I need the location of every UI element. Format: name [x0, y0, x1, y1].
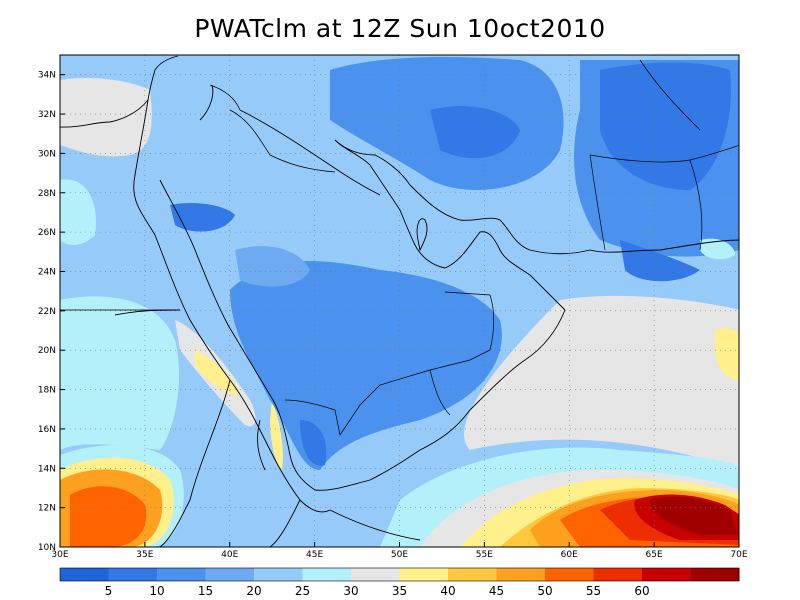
lon-tick-label: 50E	[391, 550, 408, 560]
colorbar	[59, 567, 740, 582]
colorbar-label: 50	[537, 584, 552, 598]
colorbar-label: 10	[149, 584, 164, 598]
lat-tick-label: 30N	[38, 149, 56, 159]
colorbar-swatch	[157, 568, 206, 581]
precipitable-water-field	[60, 55, 739, 547]
colorbar-label: 60	[634, 584, 649, 598]
colorbar-swatch	[593, 568, 643, 581]
lon-tick-label: 30E	[51, 550, 68, 560]
lat-tick-label: 32N	[38, 110, 56, 120]
lat-tick-labels: 10N 12N 14N 16N 18N 20N 22N 24N 26N 28N 30N 32N 34N	[38, 71, 65, 553]
lon-tick-label: 40E	[221, 550, 238, 560]
colorbar-swatch	[302, 568, 352, 581]
colorbar-swatch	[545, 568, 594, 581]
colorbar-label: 30	[343, 584, 358, 598]
colorbar-frame	[59, 567, 740, 582]
lat-tick-label: 20N	[38, 346, 56, 356]
colorbar-swatch	[496, 568, 546, 581]
lat-tick-label: 34N	[38, 71, 56, 81]
colorbar-labels: 5 10 15 20 25 30 35 40 45 50 55 60	[105, 584, 650, 598]
lat-tick-label: 12N	[38, 504, 56, 514]
lat-tick-label: 16N	[38, 425, 56, 435]
lat-tick-label: 14N	[38, 464, 56, 474]
colorbar-swatch	[399, 568, 449, 581]
colorbar-label: 15	[198, 584, 213, 598]
lon-tick-label: 60E	[561, 550, 578, 560]
lon-tick-labels: 30E 35E 40E 45E 50E 55E 60E 65E 70E	[51, 542, 748, 560]
colorbar-swatch	[108, 568, 158, 581]
lon-tick-label: 65E	[646, 550, 663, 560]
colorbar-label: 40	[440, 584, 455, 598]
lat-tick-label: 24N	[38, 267, 56, 277]
colorbar-swatch	[448, 568, 497, 581]
colorbar-label: 45	[489, 584, 504, 598]
lat-tick-label: 10N	[38, 543, 56, 553]
colorbar-swatch	[642, 568, 691, 581]
lat-tick-label: 18N	[38, 386, 56, 396]
lon-tick-label: 55E	[476, 550, 493, 560]
graticule	[60, 55, 739, 547]
colorbar-swatch	[254, 568, 303, 581]
lat-tick-label: 26N	[38, 228, 56, 238]
colorbar-swatch	[205, 568, 255, 581]
colorbar-label: 35	[392, 584, 407, 598]
political-borders	[60, 59, 739, 436]
colorbar-swatch	[351, 568, 400, 581]
colorbar-label: 25	[295, 584, 310, 598]
colorbar-swatch	[690, 568, 740, 581]
colorbar-swatch	[60, 568, 109, 581]
lon-tick-label: 35E	[136, 550, 153, 560]
lon-tick-label: 70E	[730, 550, 747, 560]
colorbar-label: 5	[105, 584, 113, 598]
lat-tick-label: 22N	[38, 307, 56, 317]
colorbar-label: 55	[586, 584, 601, 598]
colorbar-label: 20	[246, 584, 261, 598]
lon-tick-label: 45E	[306, 550, 323, 560]
lat-tick-label: 28N	[38, 189, 56, 199]
coastlines	[60, 55, 739, 547]
map-title: PWATclm at 12Z Sun 10oct2010	[194, 14, 606, 43]
